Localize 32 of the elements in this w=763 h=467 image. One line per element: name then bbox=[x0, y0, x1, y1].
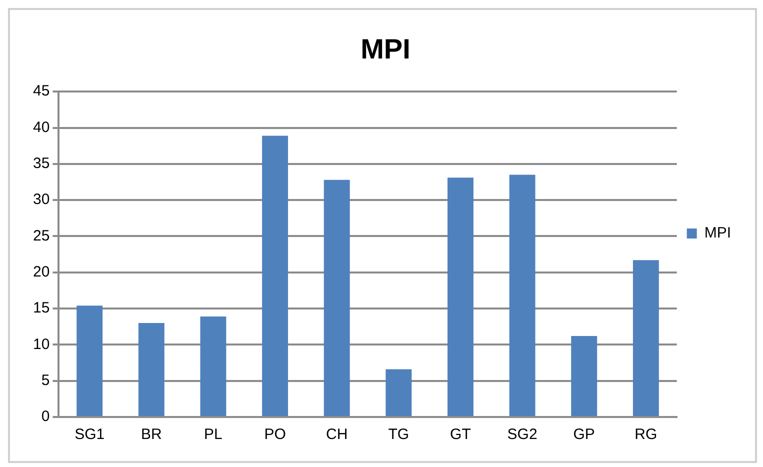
y-tick-label: 5 bbox=[41, 372, 50, 389]
bar bbox=[571, 336, 598, 416]
legend-label: MPI bbox=[704, 224, 732, 242]
bar bbox=[200, 316, 226, 416]
y-tick-label: 35 bbox=[32, 155, 50, 172]
y-tick-label: 0 bbox=[41, 408, 50, 426]
x-tick-label: PL bbox=[204, 426, 222, 444]
y-tick-label: 25 bbox=[32, 227, 50, 244]
y-tick-label: 10 bbox=[32, 336, 50, 353]
x-tick-label: PO bbox=[264, 426, 286, 444]
y-tick-label: 30 bbox=[32, 191, 50, 208]
y-tick-label: 15 bbox=[32, 300, 50, 317]
x-tick-label: SG1 bbox=[74, 426, 105, 444]
x-tick-label: CH bbox=[326, 426, 348, 444]
bar bbox=[262, 136, 288, 416]
bar bbox=[509, 174, 536, 416]
bar bbox=[632, 260, 659, 416]
bar bbox=[76, 306, 103, 416]
bar bbox=[448, 178, 474, 416]
y-tick-label: 20 bbox=[32, 264, 50, 281]
y-tick-label: 40 bbox=[32, 118, 50, 136]
x-tick-label: TG bbox=[388, 426, 410, 444]
x-tick-label: GP bbox=[573, 426, 595, 444]
bar bbox=[138, 322, 164, 416]
x-tick-label: GT bbox=[450, 426, 471, 444]
x-tick-label: BR bbox=[140, 426, 162, 444]
x-tick-label: SG2 bbox=[507, 426, 538, 444]
y-tick-label: 45 bbox=[32, 82, 50, 100]
bar bbox=[386, 369, 412, 416]
x-tick-label: RG bbox=[634, 426, 658, 444]
chart-title: MPI bbox=[360, 34, 410, 65]
bar bbox=[324, 180, 350, 416]
